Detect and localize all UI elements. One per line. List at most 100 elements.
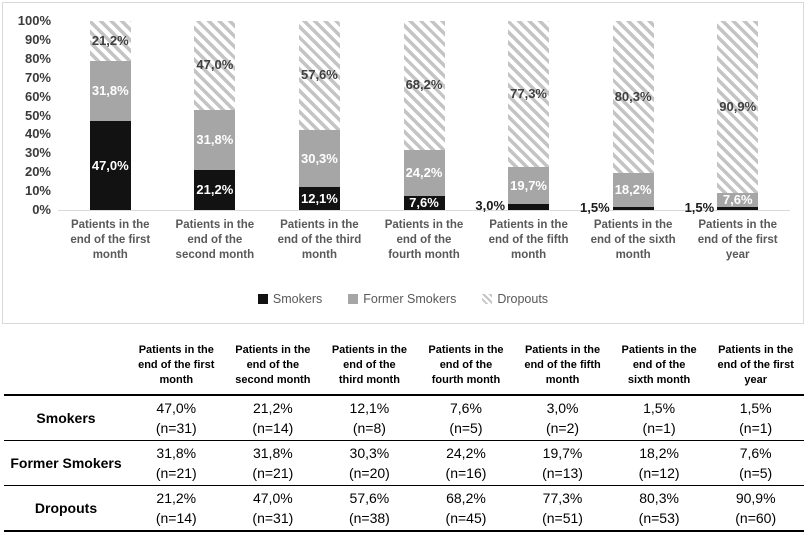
cell-n-count: (n=31): [155, 420, 197, 436]
table-column-header: Patients in the end of the fifth month: [524, 344, 601, 386]
table-cell: 18,2% (n=12): [611, 441, 708, 486]
chart-panel: 0% 10% 20% 30% 40% 50% 60% 70% 80% 90% 100% 47,0% 3…: [2, 2, 804, 324]
bar-6: 1,5% 18,2% 80,3%: [580, 21, 654, 215]
table-cell: 1,5% (n=1): [611, 395, 708, 441]
data-label: 47,0%: [91, 157, 129, 173]
data-label: 21,2%: [91, 33, 129, 49]
segment-smokers: 7,6%: [403, 194, 445, 210]
summary-table-section: Patients in the end of the first month Pati…: [4, 340, 804, 532]
table-cell: 1,5% (n=1): [707, 395, 804, 441]
x-category-label: Patients in the end of the third month: [277, 219, 362, 261]
cell-percent: 47,0%: [156, 400, 197, 416]
cell-n-count: (n=38): [348, 510, 390, 526]
y-tick-label: 20%: [24, 164, 51, 180]
cell-n-count: (n=14): [252, 420, 294, 436]
cell-n-count: (n=60): [735, 510, 777, 526]
cell-n-count: (n=5): [449, 420, 483, 436]
table-row: Former Smokers 31,8% (n=21) 31,8% (n=21) 30,3…: [4, 441, 804, 486]
cell-percent: 21,2%: [156, 490, 197, 506]
bar-3: 12,1% 30,3% 57,6%: [298, 21, 340, 210]
cell-percent: 77,3%: [542, 490, 583, 506]
cell-percent: 18,2%: [639, 445, 679, 461]
table-cell: 77,3% (n=51): [514, 486, 611, 532]
cell-n-count: (n=12): [638, 465, 680, 481]
table-column-header: Patients in the end of the first year: [717, 344, 794, 386]
y-tick-label: 0%: [32, 202, 51, 217]
table-cell: 57,6% (n=38): [321, 486, 418, 532]
data-label: 1,5%: [684, 199, 715, 215]
table-row: Smokers 47,0% (n=31) 21,2% (n=14) 12,1% (n=8) 7…: [4, 395, 804, 441]
table-cell: 31,8% (n=21): [128, 441, 225, 486]
cell-n-count: (n=20): [348, 465, 390, 481]
cell-n-count: (n=21): [252, 465, 294, 481]
cell-n-count: (n=53): [638, 510, 680, 526]
x-category-label: Patients in the end of the second month: [175, 219, 255, 261]
segment-smokers: 21,2%: [194, 169, 236, 210]
cell-n-count: (n=8): [352, 420, 386, 436]
table-cell: 19,7% (n=13): [514, 441, 611, 486]
cell-percent: 68,2%: [446, 490, 486, 506]
cell-percent: 31,8%: [252, 445, 293, 461]
data-label: 7,6%: [409, 194, 439, 210]
table-cell: 90,9% (n=60): [707, 486, 804, 532]
segment-former-smokers: 19,7%: [508, 167, 550, 205]
bar-2: 21,2% 31,8% 47,0%: [194, 21, 236, 210]
segment-dropouts: 21,2%: [89, 21, 131, 62]
cell-n-count: (n=1): [642, 420, 676, 436]
data-label: 3,0%: [475, 198, 506, 214]
data-label: 31,8%: [196, 131, 234, 147]
cell-percent: 57,6%: [349, 490, 390, 506]
table-column-header: Patients in the end of the sixth month: [621, 344, 697, 386]
cell-n-count: (n=14): [155, 510, 197, 526]
cell-percent: 12,1%: [349, 400, 390, 416]
cell-n-count: (n=51): [542, 510, 583, 526]
segment-smokers: 1,5%: [685, 200, 759, 215]
table-corner-cell: [4, 340, 128, 395]
segment-former-smokers: 31,8%: [89, 61, 131, 122]
data-label: 57,6%: [300, 67, 338, 83]
legend-label: Smokers: [272, 292, 323, 306]
table-row: Dropouts 21,2% (n=14) 47,0% (n=31) 57,6% (n=38…: [4, 486, 804, 532]
cell-percent: 3,0%: [546, 400, 579, 416]
cell-percent: 7,6%: [450, 400, 482, 416]
segment-dropouts: 90,9%: [717, 21, 759, 193]
y-tick-label: 90%: [24, 31, 51, 47]
y-tick-label: 80%: [24, 50, 51, 66]
table-cell: 80,3% (n=53): [611, 486, 708, 532]
segment-former-smokers: 30,3%: [298, 129, 340, 188]
cell-n-count: (n=31): [252, 510, 294, 526]
bar-5: 3,0% 19,7% 77,3%: [475, 21, 550, 213]
data-label: 47,0%: [196, 57, 234, 73]
cell-percent: 30,3%: [349, 445, 390, 461]
cell-n-count: (n=1): [739, 420, 773, 436]
cell-n-count: (n=5): [739, 465, 773, 481]
data-label: 80,3%: [614, 88, 652, 104]
y-tick-label: 60%: [24, 88, 51, 104]
bar-7: 1,5% 7,6% 90,9%: [685, 21, 759, 215]
y-tick-label: 70%: [24, 69, 51, 85]
data-label: 24,2%: [405, 164, 443, 180]
legend-item-former-smokers: Former Smokers: [348, 292, 456, 306]
table-cell: 7,6% (n=5): [707, 441, 804, 486]
table-cell: 47,0% (n=31): [225, 486, 322, 532]
table-cell: 31,8% (n=21): [225, 441, 322, 486]
cell-percent: 90,9%: [735, 490, 776, 506]
segment-smokers: 3,0%: [475, 198, 550, 213]
segment-former-smokers: 31,8%: [194, 109, 236, 170]
table-row-label: Former Smokers: [10, 454, 122, 471]
segment-smokers: 1,5%: [580, 200, 654, 215]
chart-legend: Smokers Former Smokers Dropouts: [3, 292, 803, 306]
bar-1: 47,0% 31,8% 21,2%: [89, 21, 131, 210]
cell-n-count: (n=16): [445, 465, 487, 481]
segment-dropouts: 77,3%: [508, 21, 550, 168]
data-label: 7,6%: [722, 192, 753, 207]
table-cell: 30,3% (n=20): [321, 441, 418, 486]
segment-dropouts: 57,6%: [298, 21, 340, 130]
cell-percent: 80,3%: [639, 490, 679, 506]
data-label: 90,9%: [719, 98, 757, 114]
table-cell: 24,2% (n=16): [418, 441, 515, 486]
legend-label: Former Smokers: [363, 292, 457, 306]
table-column-header: Patients in the end of the second month: [235, 344, 311, 386]
table-cell: 7,6% (n=5): [418, 395, 515, 441]
y-tick-label: 100%: [17, 13, 51, 28]
